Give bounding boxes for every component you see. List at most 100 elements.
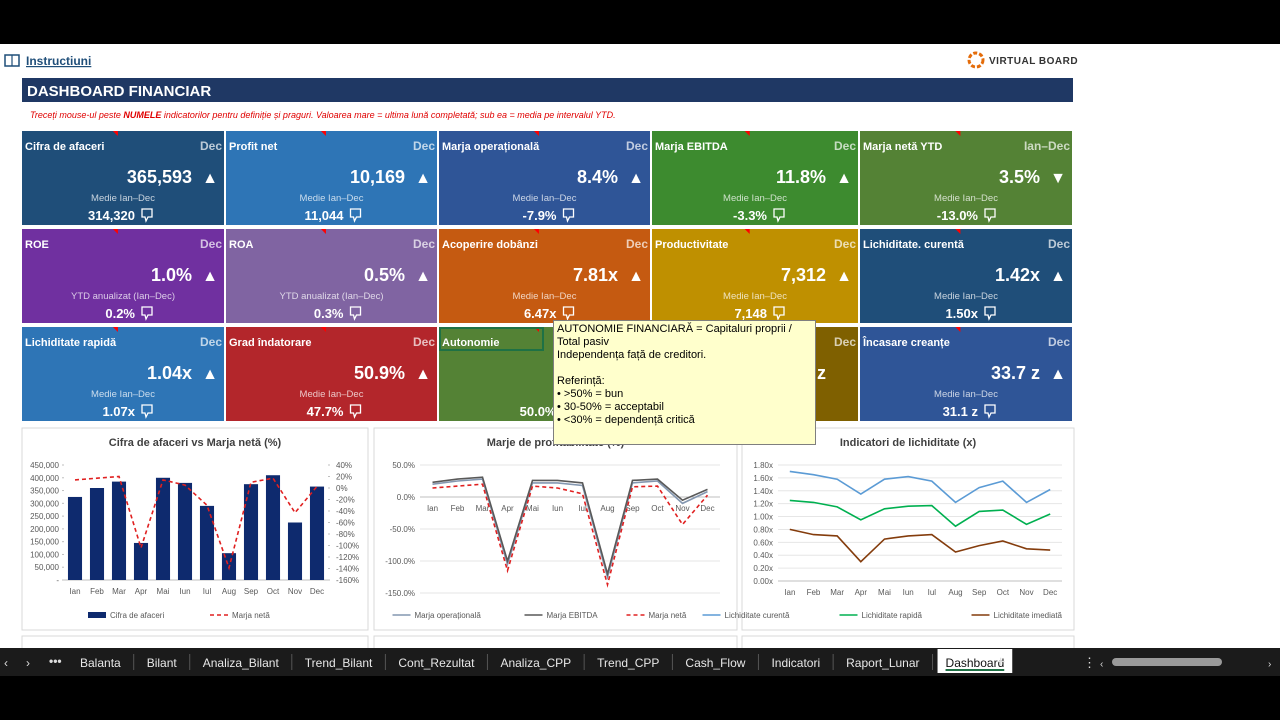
chart-title: Indicatori de lichiditate (x) xyxy=(840,437,977,449)
x-tick-label: Mai xyxy=(878,588,891,597)
kpi-name: Grad îndatorare xyxy=(229,337,312,349)
x-tick-label: Mar xyxy=(476,504,490,513)
kpi-period: Ian–Dec xyxy=(1024,139,1070,153)
kpi-tile xyxy=(22,327,224,421)
legend-label: Marja EBITDA xyxy=(547,611,599,620)
sheet-tab[interactable]: Bilant xyxy=(147,656,178,670)
kpi-tile xyxy=(226,131,437,225)
kpi-value: 33.7 z xyxy=(991,363,1040,383)
kpi-value: 7.81x xyxy=(573,265,618,285)
scrollbar[interactable] xyxy=(1112,658,1222,666)
kpi-name: Autonomie xyxy=(442,337,499,349)
kpi-sub-value: 0.2% xyxy=(105,306,135,321)
chart: Cifra de afaceri vs Marja netă (%) - 50,00… xyxy=(21,427,369,631)
sheet-tab[interactable]: Raport_Lunar xyxy=(846,656,919,670)
x-tick-label: Oct xyxy=(267,587,280,596)
kpi-tile xyxy=(860,327,1072,421)
x-tick-label: Iun xyxy=(179,587,190,596)
kpi-value: 10,169 xyxy=(350,167,405,187)
kpi-tile xyxy=(652,229,858,323)
tab-nav[interactable]: › xyxy=(26,656,30,670)
sheet-tab[interactable]: Cont_Rezultat xyxy=(398,656,475,670)
kpi-sub-value: 7,148 xyxy=(734,306,767,321)
kpi-period: Dec xyxy=(200,335,222,349)
y-tick-label: 0.60x xyxy=(753,538,773,547)
y-tick-label: 1.80x xyxy=(753,461,773,470)
kpi-sub-value: 314,320 xyxy=(88,208,135,223)
kpi-period: Dec xyxy=(1048,237,1070,251)
kpi-icon xyxy=(349,208,362,223)
legend-swatch xyxy=(88,612,106,618)
bar xyxy=(265,475,281,580)
kpi-icon xyxy=(773,306,785,321)
kpi-icon xyxy=(562,208,575,223)
sheet-tab[interactable]: Indicatori xyxy=(771,656,820,670)
sheet-tab[interactable]: Trend_Bilant xyxy=(305,656,373,670)
y2-tick-label: -60% xyxy=(336,519,355,528)
y-tick-label: 250,000 xyxy=(30,512,59,521)
tab-more[interactable]: ••• xyxy=(49,654,62,668)
kpi-arrow: ▲ xyxy=(628,268,644,285)
scroll-right[interactable]: › xyxy=(1268,659,1271,670)
sheet-tab[interactable]: Dashboard xyxy=(946,656,1005,670)
sheet-tab[interactable]: Balanta xyxy=(80,656,121,670)
y-tick-label: 0.20x xyxy=(753,564,773,573)
kpi-value: 8.4% xyxy=(577,167,618,187)
kpi-sub-label: Medie Ian–Dec xyxy=(513,291,577,302)
x-tick-label: Mar xyxy=(112,587,126,596)
tab-options[interactable]: ⋮ xyxy=(1083,655,1096,670)
kpi-name: Acoperire dobânzi xyxy=(442,239,538,251)
comment-marker xyxy=(112,131,118,136)
logo-icon xyxy=(967,51,985,69)
kpi-arrow: ▲ xyxy=(202,170,218,187)
instructions-link[interactable]: Instructiuni xyxy=(26,54,91,68)
y-tick-label: 0.00x xyxy=(753,577,773,586)
kpi-name: Cifra de afaceri xyxy=(25,141,104,153)
kpi-period: Dec xyxy=(834,335,856,349)
x-tick-label: Dec xyxy=(1043,588,1057,597)
kpi-tile xyxy=(226,327,437,421)
tooltip-line: Referință: xyxy=(557,375,605,387)
kpi-icon xyxy=(349,404,362,419)
kpi-tile xyxy=(22,131,224,225)
legend-label: Cifra de afaceri xyxy=(110,611,164,620)
hint-text: indicatorilor pentru definiție și pragur… xyxy=(161,110,615,120)
kpi-icon xyxy=(773,208,785,223)
kpi-tile xyxy=(439,229,650,323)
tab-nav[interactable]: ‹ xyxy=(4,656,8,670)
legend-label: Marja operațională xyxy=(415,611,482,620)
y-tick-label: 0.40x xyxy=(753,551,773,560)
kpi-period: Dec xyxy=(413,335,435,349)
tabs: Balanta Bilant Analiza_Bilant Trend_Bilant C… xyxy=(80,649,1013,673)
y-tick-label: 0.80x xyxy=(753,525,773,534)
y-tick-label: 150,000 xyxy=(30,538,59,547)
kpi-arrow: ▲ xyxy=(415,366,431,383)
bar xyxy=(287,522,303,580)
scroll-left[interactable]: ‹ xyxy=(1100,659,1103,670)
sheet-tab[interactable]: Analiza_Bilant xyxy=(203,656,280,670)
kpi-value: 11.8% xyxy=(776,167,826,187)
sheet-tab[interactable]: Cash_Flow xyxy=(685,656,745,670)
kpi-icon xyxy=(141,208,153,223)
add-sheet[interactable]: + xyxy=(996,654,1005,671)
comment-marker xyxy=(744,131,750,136)
kpi-tile xyxy=(860,131,1072,225)
comment-marker xyxy=(955,229,961,234)
kpi-sub-label: Medie Ian–Dec xyxy=(300,389,364,400)
bar xyxy=(309,486,325,580)
sheet-tab[interactable]: Analiza_CPP xyxy=(500,656,571,670)
kpi-sub-label: Medie Ian–Dec xyxy=(934,193,998,204)
kpi-arrow: ▼ xyxy=(1050,170,1066,187)
kpi-period: Dec xyxy=(834,237,856,251)
y2-tick-label: -100% xyxy=(336,542,359,551)
y-tick-label: 350,000 xyxy=(30,487,59,496)
kpi-arrow: ▲ xyxy=(836,170,852,187)
bar xyxy=(111,481,127,580)
tooltip-line: • 30-50% = acceptabil xyxy=(557,401,664,413)
kpi-value: 365,593 xyxy=(127,167,192,187)
kpi-name: Profit net xyxy=(229,141,278,153)
line xyxy=(74,475,318,571)
kpi-icon xyxy=(141,404,153,419)
tooltip: AUTONOMIE FINANCIARĂ = Capitaluri propri… xyxy=(553,320,816,445)
sheet-tab[interactable]: Trend_CPP xyxy=(597,656,659,670)
